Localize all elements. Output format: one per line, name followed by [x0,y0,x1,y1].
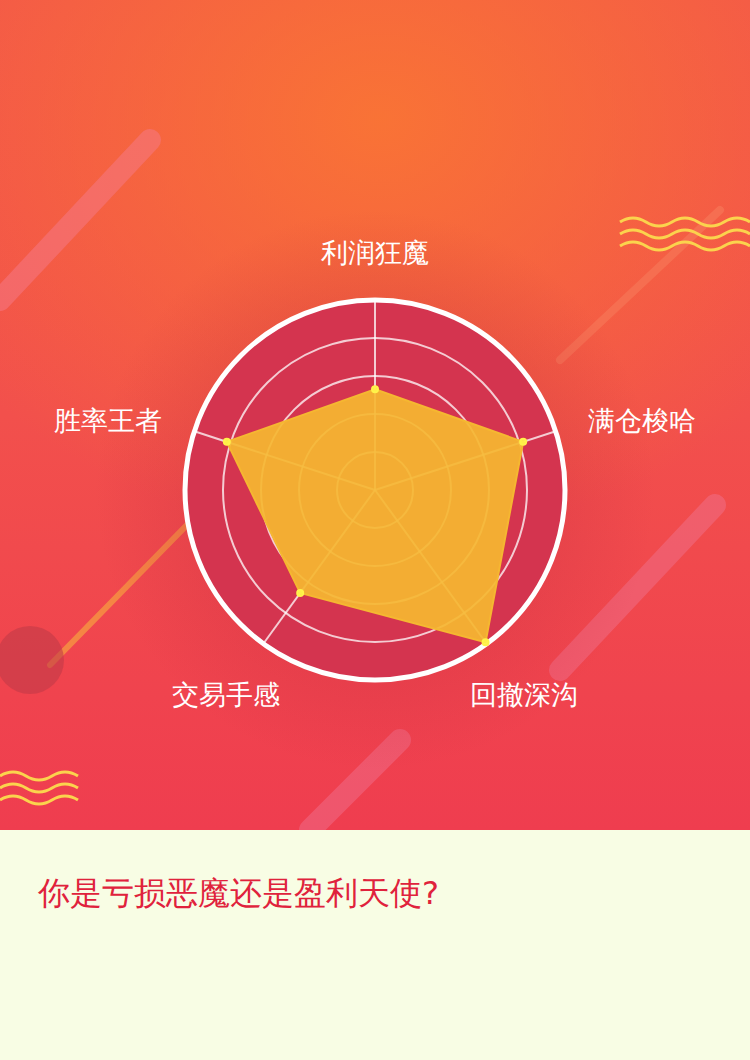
svg-text:利润狂魔: 利润狂魔 [321,237,429,268]
svg-text:交易手感: 交易手感 [172,679,280,710]
svg-text:回撤深沟: 回撤深沟 [470,679,578,710]
svg-text:胜率王者: 胜率王者 [54,405,162,436]
svg-text:满仓梭哈: 满仓梭哈 [588,405,696,436]
html-text:你是亏损恶魔还是盈利天使?: 你是亏损恶魔还是盈利天使? [38,874,439,912]
